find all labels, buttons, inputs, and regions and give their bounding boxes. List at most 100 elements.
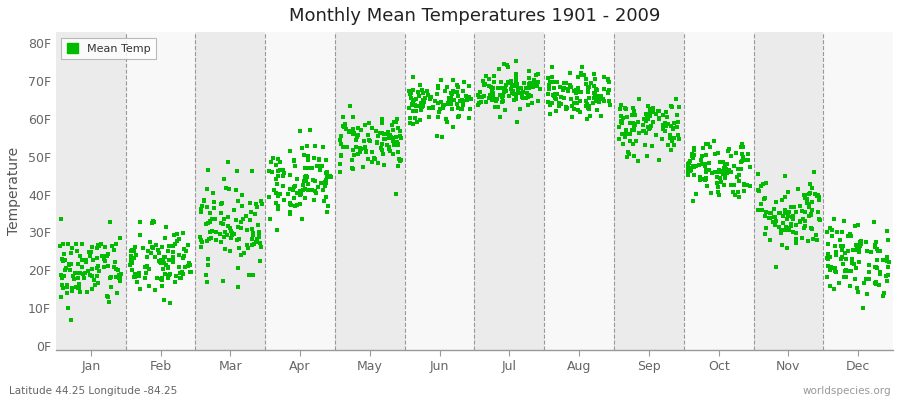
Point <box>226 230 240 237</box>
Point <box>441 100 455 106</box>
Point <box>493 114 508 121</box>
Point <box>354 146 368 152</box>
Point <box>663 146 678 153</box>
Point <box>663 102 678 109</box>
Point <box>266 187 281 194</box>
Point <box>276 183 291 190</box>
Point <box>824 225 838 232</box>
Point <box>591 97 606 104</box>
Point <box>222 248 237 254</box>
Point <box>522 85 536 91</box>
Point <box>716 182 731 189</box>
Point <box>124 267 139 274</box>
Point <box>772 210 787 216</box>
Point <box>300 143 314 150</box>
Point <box>845 259 859 266</box>
Point <box>580 88 595 95</box>
Point <box>601 76 616 83</box>
Point <box>541 99 555 106</box>
Point <box>64 260 78 267</box>
Point <box>510 90 525 96</box>
Point <box>683 158 698 165</box>
Point <box>541 91 555 98</box>
Point <box>194 244 208 250</box>
Point <box>767 214 781 220</box>
Point <box>440 84 454 90</box>
Point <box>75 264 89 270</box>
Point <box>408 102 422 108</box>
Point <box>202 219 217 226</box>
Point <box>103 219 117 226</box>
Point <box>436 103 450 109</box>
Point <box>590 86 604 92</box>
Point <box>567 88 581 94</box>
Point <box>588 76 602 82</box>
Point <box>707 138 722 144</box>
Point <box>726 162 741 169</box>
Point <box>172 263 186 270</box>
Point <box>731 166 745 173</box>
Point <box>667 141 681 148</box>
Point <box>688 164 702 170</box>
Point <box>166 242 180 249</box>
Point <box>497 61 511 68</box>
Point <box>545 100 560 106</box>
Point <box>441 95 455 102</box>
Point <box>160 265 175 271</box>
Point <box>729 150 743 156</box>
Point <box>390 118 404 125</box>
Point <box>124 259 139 266</box>
Point <box>803 181 817 187</box>
Point <box>839 267 853 274</box>
Point <box>490 96 504 102</box>
Point <box>205 216 220 222</box>
Point <box>409 96 423 103</box>
Point <box>784 204 798 210</box>
Point <box>642 126 656 133</box>
Point <box>401 88 416 94</box>
Point <box>91 263 105 269</box>
Point <box>406 98 420 104</box>
Point <box>478 80 492 87</box>
Point <box>582 95 597 102</box>
Point <box>112 267 126 273</box>
Point <box>166 249 180 256</box>
Point <box>174 275 188 281</box>
Point <box>842 233 856 240</box>
Point <box>311 183 326 190</box>
Point <box>572 109 587 116</box>
Point <box>151 246 166 253</box>
Point <box>780 213 795 220</box>
Point <box>78 269 93 276</box>
Point <box>521 94 535 100</box>
Point <box>283 172 297 178</box>
Point <box>292 188 307 194</box>
Point <box>870 264 885 271</box>
Point <box>204 228 219 234</box>
Point <box>357 145 372 151</box>
Point <box>86 272 100 279</box>
Point <box>525 100 539 106</box>
Point <box>275 166 290 173</box>
Point <box>86 257 101 264</box>
Point <box>351 132 365 138</box>
Point <box>404 89 419 96</box>
Point <box>622 151 636 158</box>
Point <box>159 262 174 268</box>
Point <box>125 246 140 253</box>
Point <box>391 125 405 131</box>
Point <box>156 258 170 264</box>
Point <box>472 99 486 106</box>
Point <box>218 229 232 235</box>
Point <box>572 74 586 80</box>
Point <box>626 108 641 114</box>
Point <box>782 226 796 233</box>
Point <box>827 268 842 274</box>
Point <box>859 239 873 245</box>
Point <box>414 104 428 110</box>
Point <box>345 157 359 164</box>
Bar <box>684 32 753 350</box>
Point <box>209 236 223 243</box>
Point <box>313 167 328 174</box>
Point <box>162 243 176 249</box>
